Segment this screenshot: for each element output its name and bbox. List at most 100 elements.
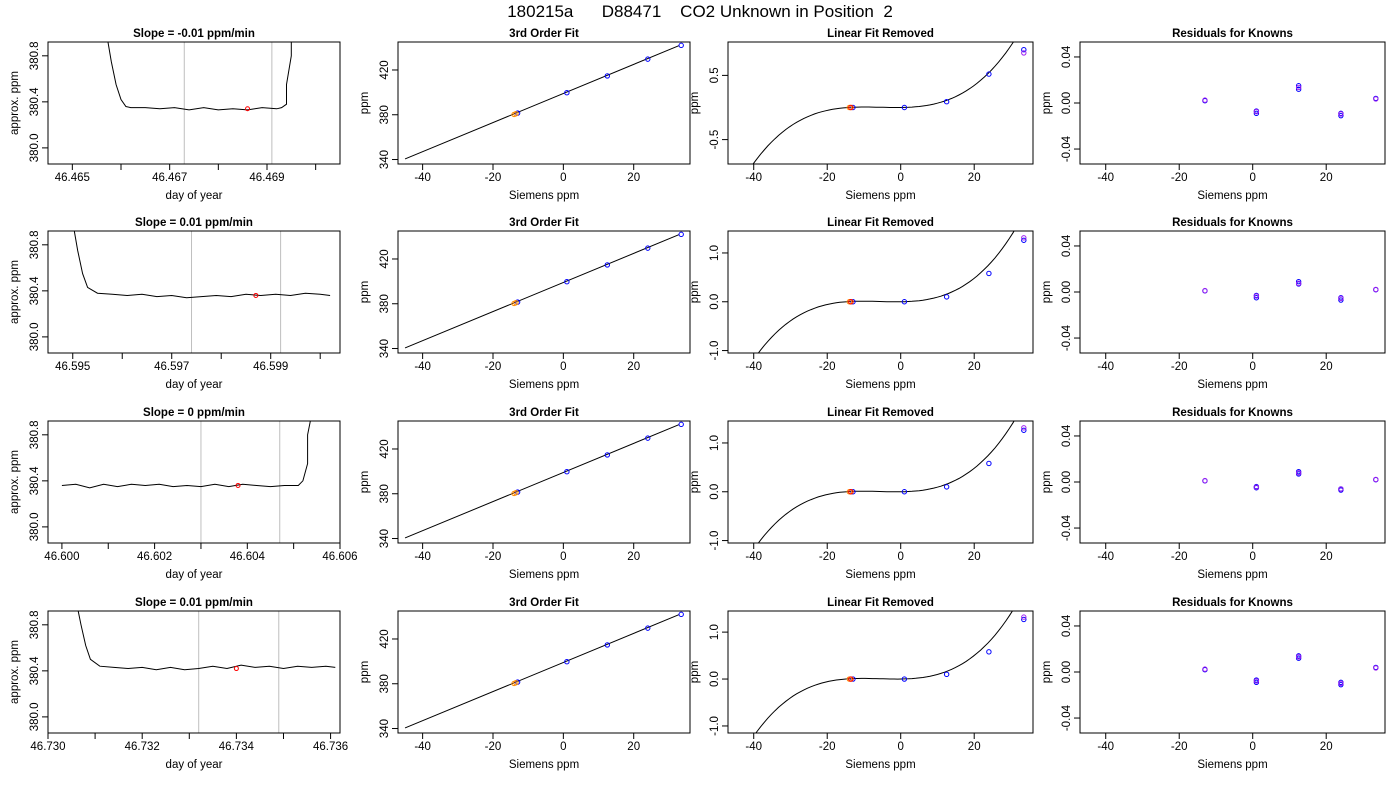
x-tick-label: 20 (627, 172, 640, 184)
y-tick-label: 0.0 (709, 671, 721, 687)
data-point (848, 489, 854, 495)
data-point (1021, 47, 1027, 53)
plot-area (107, 42, 292, 112)
x-tick-label: -20 (1171, 551, 1188, 563)
data-point (901, 676, 908, 682)
x-tick-label: 46.467 (152, 172, 187, 184)
data-point (1021, 237, 1027, 243)
x-axis-label: day of year (166, 190, 223, 202)
data-point (678, 421, 684, 428)
x-tick-label: -40 (1097, 172, 1114, 184)
x-axis-label: Siemens ppm (1197, 569, 1267, 581)
y-tick-label: 420 (379, 439, 391, 458)
data-point (850, 489, 856, 495)
plot-frame (727, 610, 1034, 734)
y-tick-label: 0.04 (1061, 45, 1073, 68)
x-axis-label: Siemens ppm (509, 379, 579, 391)
plot-frame (397, 610, 691, 734)
data-point (986, 71, 992, 77)
data-point (1021, 616, 1027, 623)
plot-frame (47, 41, 341, 165)
y-tick-label: 380.0 (29, 512, 41, 541)
x-tick-label: -40 (1097, 361, 1114, 373)
y-axis-label: approx. ppm (9, 260, 21, 324)
x-tick-label: 46.595 (55, 361, 90, 373)
x-axis-label: Siemens ppm (845, 379, 915, 391)
plot-frame (397, 420, 691, 544)
y-tick-label: 0.04 (1061, 234, 1073, 257)
y-tick-label: -0.04 (1061, 324, 1073, 351)
y-tick-label: 380.8 (29, 420, 41, 449)
x-tick-label: 0 (1250, 361, 1256, 373)
x-tick-label: 20 (627, 741, 640, 753)
x-tick-label: 0 (1250, 551, 1256, 563)
data-point (1373, 665, 1379, 671)
data-point (245, 106, 251, 112)
data-point (1021, 235, 1027, 241)
y-tick-label: 380.0 (29, 322, 41, 351)
y-tick-label: 380.8 (29, 41, 41, 70)
x-tick-label: 0 (560, 361, 566, 373)
panel-2-1: 3rd Order Fit -40 -20 0 20 340 380 420 Siemens p… (359, 28, 691, 202)
data-point (1295, 654, 1302, 660)
x-tick-label: 46.732 (125, 741, 160, 753)
series-line (107, 42, 292, 111)
data-point (986, 460, 992, 467)
y-tick-label: -1.0 (709, 341, 721, 361)
x-tick-label: 46.602 (137, 551, 172, 563)
data-point (1253, 108, 1260, 115)
x-axis-label: Siemens ppm (509, 190, 579, 202)
data-point (645, 625, 651, 631)
y-tick-label: -1.0 (709, 531, 721, 551)
data-point (943, 294, 950, 300)
y-tick-label: 380.4 (29, 87, 41, 116)
y-axis-label: ppm (689, 281, 701, 303)
x-axis-label: Siemens ppm (509, 759, 579, 771)
fit-curve (755, 611, 1014, 733)
x-tick-label: 0 (898, 361, 904, 373)
x-tick-label: -40 (1097, 551, 1114, 563)
x-tick-label: -40 (414, 361, 431, 373)
y-tick-label: -0.5 (709, 130, 721, 150)
fit-line (404, 45, 680, 160)
panel-1-2: Slope = 0.01 ppm/min 46.595 46.597 46.599 38… (9, 217, 341, 391)
data-point (986, 270, 992, 277)
data-point (645, 56, 651, 62)
data-point (986, 649, 992, 655)
plot-frame (397, 41, 691, 165)
plot-frame (47, 610, 341, 734)
x-tick-label: 46.469 (249, 172, 284, 184)
y-axis-label: ppm (689, 92, 701, 114)
data-point (604, 642, 611, 648)
y-tick-label: 380.8 (29, 610, 41, 639)
y-tick-label: 1.0 (709, 624, 721, 640)
panel-title: Slope = 0.01 ppm/min (135, 217, 253, 229)
x-tick-label: -20 (485, 551, 502, 563)
y-tick-label: 0.00 (1061, 281, 1073, 303)
panel-2-3: 3rd Order Fit -40 -20 0 20 340 380 420 Siemens p… (359, 407, 691, 581)
y-axis-label: ppm (359, 661, 371, 683)
data-point (1253, 293, 1260, 299)
data-point (1253, 295, 1260, 301)
y-tick-label: 0.00 (1061, 471, 1073, 493)
plot-frame (1079, 230, 1386, 354)
data-point (1021, 614, 1027, 620)
x-tick-label: 20 (968, 551, 981, 563)
x-tick-label: -40 (1097, 741, 1114, 753)
x-tick-label: 0 (560, 551, 566, 563)
y-axis-label: ppm (359, 471, 371, 493)
y-tick-label: 420 (379, 629, 391, 648)
y-axis-label: ppm (1041, 92, 1053, 114)
plot-frame (47, 230, 341, 354)
panel-1-3: Slope = 0 ppm/min 46.600 46.602 46.604 46.60… (9, 407, 358, 581)
series-line (61, 421, 311, 489)
data-point (513, 490, 519, 496)
panel-title: Linear Fit Removed (827, 597, 934, 609)
panel-4-3: Residuals for Knowns -40 -20 0 20 -0.04 0.00 0.… (1041, 407, 1386, 581)
data-point (1338, 486, 1344, 492)
data-point (850, 299, 856, 305)
x-tick-label: 20 (968, 361, 981, 373)
panel-title: 3rd Order Fit (509, 407, 579, 419)
x-tick-label: -40 (414, 741, 431, 753)
